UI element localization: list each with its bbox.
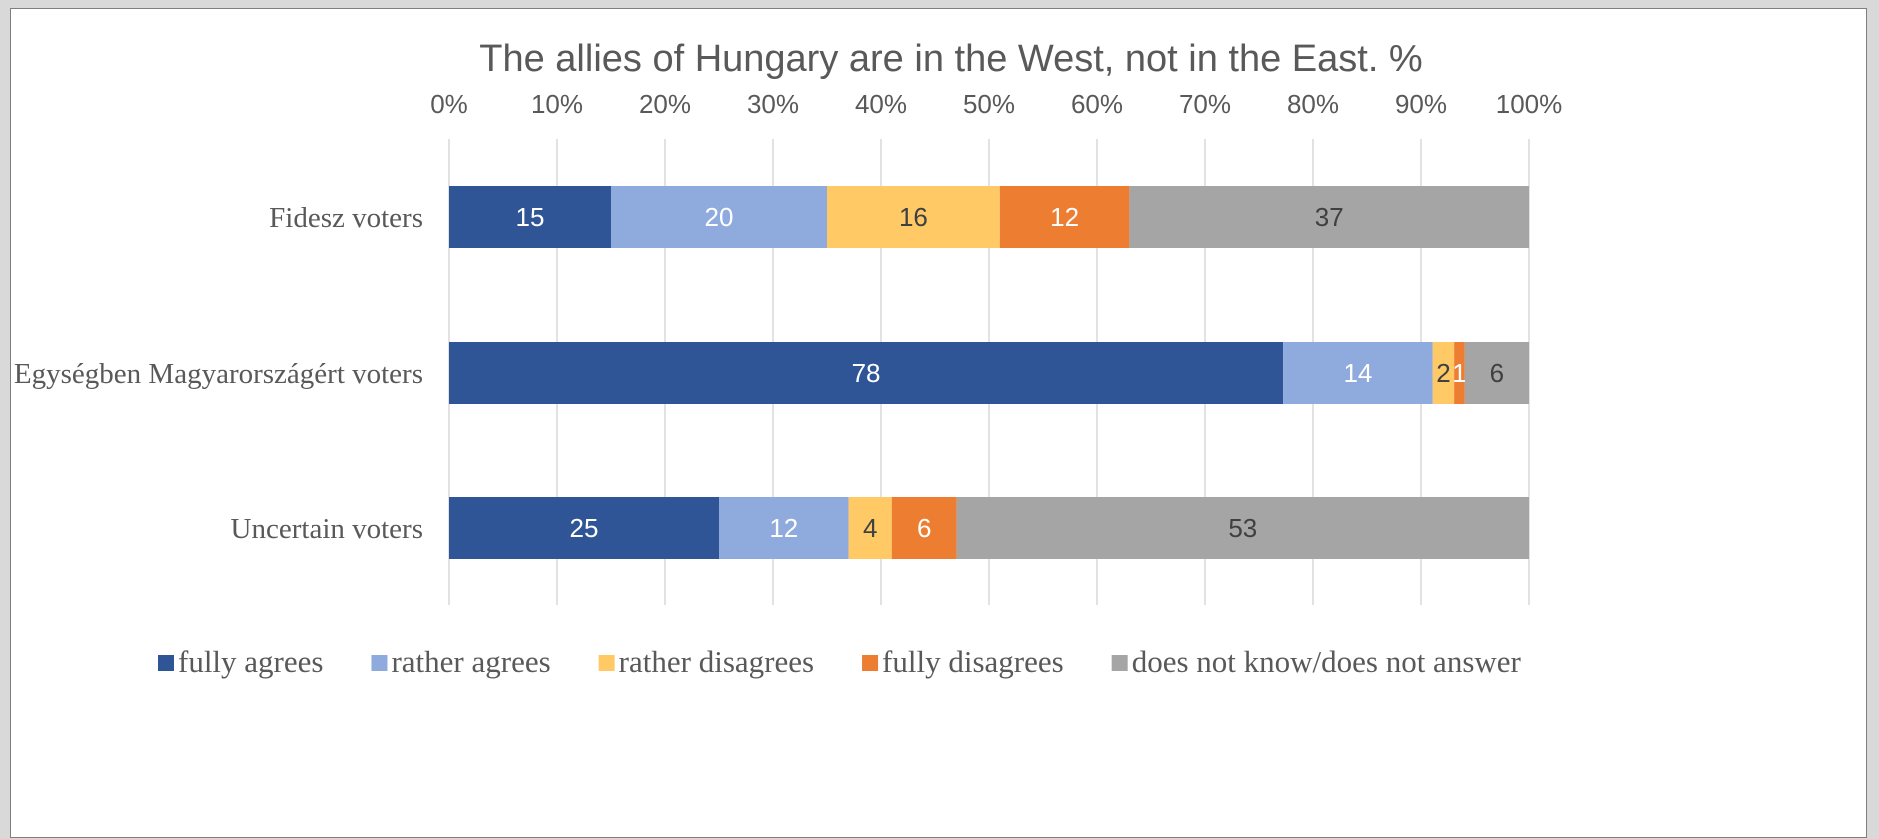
category-label: Fidesz voters <box>269 202 423 234</box>
chart: The allies of Hungary are in the West, n… <box>14 38 1562 679</box>
x-tick-label: 90% <box>1395 89 1447 119</box>
x-tick-label: 100% <box>1496 89 1563 119</box>
data-label: 4 <box>863 513 877 543</box>
bar-segment-rather-disagrees <box>827 186 1000 248</box>
bar-segment-does-not-know-does-not-answer <box>1129 186 1529 248</box>
data-label: 6 <box>917 513 931 543</box>
data-label: 1 <box>1452 358 1466 388</box>
bar-segment-rather-agrees <box>1283 342 1433 404</box>
x-tick-label: 60% <box>1071 89 1123 119</box>
legend-label: does not know/does not answer <box>1132 644 1522 679</box>
chart-frame: The allies of Hungary are in the West, n… <box>10 8 1867 838</box>
x-tick-label: 80% <box>1287 89 1339 119</box>
data-label: 16 <box>899 202 928 232</box>
x-tick-label: 0% <box>430 89 468 119</box>
bar-segment-fully-disagrees <box>999 186 1130 248</box>
data-label: 6 <box>1490 358 1504 388</box>
legend: fully agrees rather agrees rather disagree… <box>158 644 1522 679</box>
bar-segment-fully-agrees <box>449 186 611 248</box>
data-label: 37 <box>1315 202 1344 232</box>
data-label: 12 <box>769 513 798 543</box>
category-label: Egységben Magyarországért voters <box>14 358 423 390</box>
data-label: 78 <box>852 358 881 388</box>
legend-label: fully agrees <box>178 644 323 679</box>
bar-segment-does-not-know-does-not-answer <box>956 497 1529 559</box>
legend-label: rather disagrees <box>619 644 814 679</box>
bar-segment-fully-agrees <box>449 342 1284 404</box>
bar-segment-fully-disagrees <box>891 497 957 559</box>
data-label: 15 <box>516 202 545 232</box>
legend-label: rather agrees <box>391 644 550 679</box>
data-label: 2 <box>1436 358 1450 388</box>
x-tick-label: 10% <box>531 89 583 119</box>
legend-swatch-fully-disagrees <box>862 655 879 671</box>
bar-segment-fully-agrees <box>449 497 719 559</box>
bar-segment-fully-disagrees <box>1454 342 1465 404</box>
legend-swatch-rather-agrees <box>371 655 388 671</box>
bar-segment-rather-agrees <box>719 497 849 559</box>
data-label: 20 <box>705 202 734 232</box>
data-label: 14 <box>1343 358 1372 388</box>
legend-swatch-rather-disagrees <box>598 655 615 671</box>
x-tick-label: 20% <box>639 89 691 119</box>
category-labels: Fidesz voters Egységben Magyarországért v… <box>14 202 423 545</box>
legend-swatch-does-not-know-does-not-answer <box>1111 655 1128 671</box>
legend-label: fully disagrees <box>882 644 1064 679</box>
bar-segment-rather-disagrees <box>1432 342 1455 404</box>
category-label: Uncertain voters <box>231 513 423 545</box>
x-tick-label: 50% <box>963 89 1015 119</box>
bar-segment-rather-disagrees <box>848 497 892 559</box>
chart-title: The allies of Hungary are in the West, n… <box>479 38 1422 80</box>
x-tick-label: 30% <box>747 89 799 119</box>
x-axis-ticks: 0% 10% 20% 30% 40% 50% 60% 70% 80% 90% 100% <box>430 89 1562 119</box>
bar-segment-does-not-know-does-not-answer <box>1464 342 1529 404</box>
x-tick-label: 70% <box>1179 89 1231 119</box>
bar-segment-rather-agrees <box>611 186 827 248</box>
data-label: 53 <box>1228 513 1257 543</box>
x-tick-label: 40% <box>855 89 907 119</box>
data-label: 12 <box>1050 202 1079 232</box>
data-label: 25 <box>570 513 599 543</box>
legend-swatch-fully-agrees <box>158 655 174 671</box>
